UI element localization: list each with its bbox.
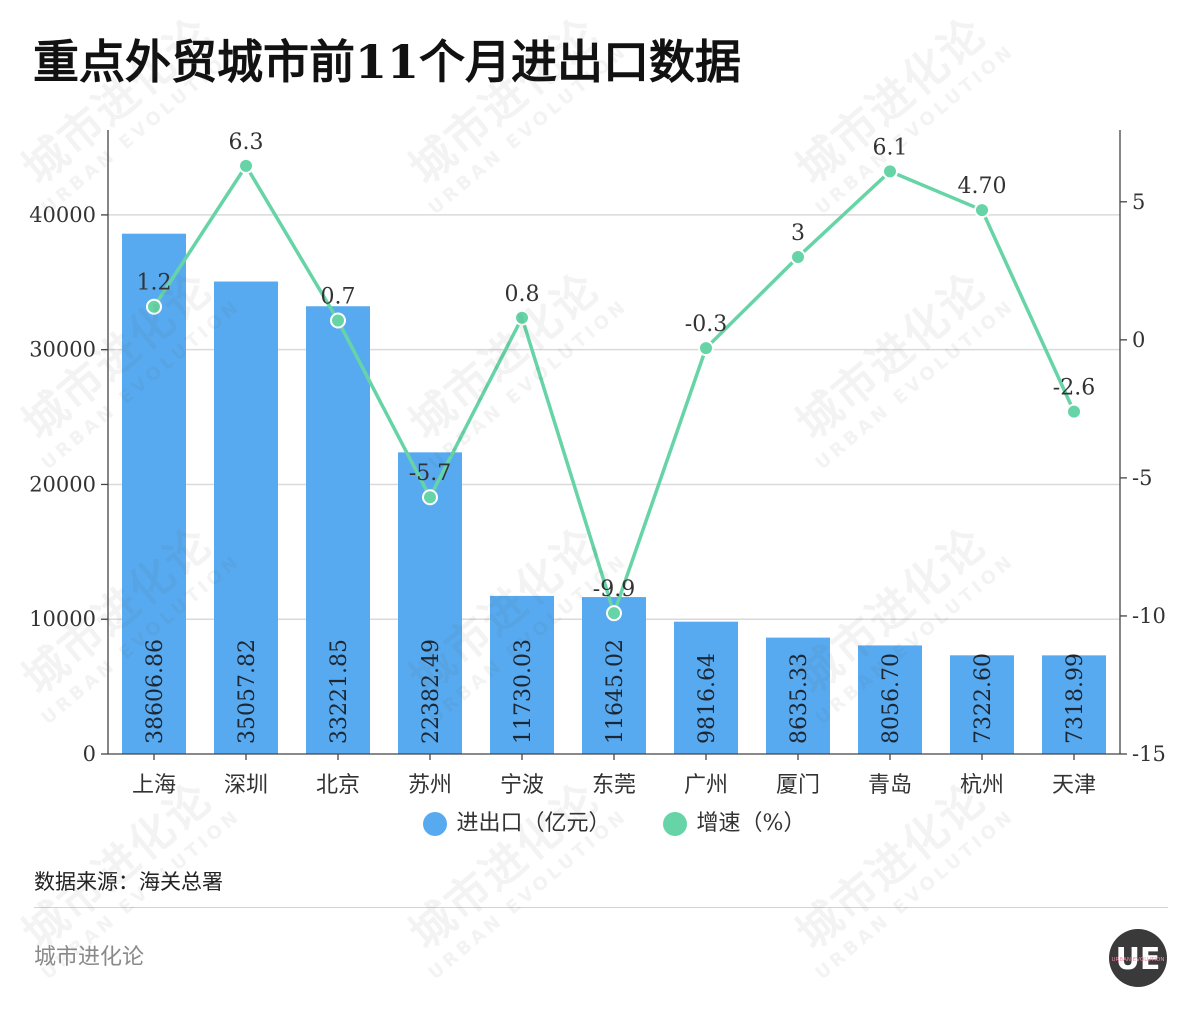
trade-volume-bar bbox=[214, 281, 278, 754]
legend-item-trade-volume: 进出口（亿元） bbox=[422, 810, 611, 838]
left-axis-tick-label: 40000 bbox=[29, 203, 96, 227]
growth-label: 4.70 bbox=[958, 174, 1007, 199]
left-axis-tick-label: 20000 bbox=[29, 472, 96, 496]
combo-chart: 38606.86 35057.82 33221.85 22382.49 11730.03… bbox=[29, 130, 1166, 798]
footer-divider bbox=[34, 907, 1168, 908]
growth-point bbox=[974, 202, 990, 219]
growth-line bbox=[152, 164, 1076, 615]
legend: 进出口（亿元） 增速（%） bbox=[108, 810, 1120, 838]
trade-volume-bar bbox=[122, 233, 186, 754]
trade-volume-bar bbox=[582, 597, 646, 754]
chart-title: 重点外贸城市前11个月进出口数据 bbox=[33, 35, 742, 89]
trade-volume-bar bbox=[674, 621, 738, 754]
growth-point bbox=[698, 340, 714, 357]
legend-label-growth-rate: 增速（%） bbox=[696, 811, 806, 836]
logo-subtext: URBAN EVOLUTION bbox=[1112, 957, 1165, 963]
legend-marker-trade-volume bbox=[422, 812, 447, 836]
growth-label: 3 bbox=[791, 221, 805, 246]
left-axis-tick-label: 30000 bbox=[29, 338, 96, 362]
category-label: 上海 bbox=[132, 773, 176, 798]
legend-label-trade-volume: 进出口（亿元） bbox=[456, 811, 611, 836]
right-axis-tick-label: -15 bbox=[1132, 742, 1166, 766]
trade-volume-label: 8635.33 bbox=[787, 653, 812, 744]
growth-point bbox=[1066, 403, 1082, 420]
brand-name: 城市进化论 bbox=[34, 945, 145, 970]
growth-label: -5.7 bbox=[409, 461, 451, 486]
growth-point bbox=[882, 163, 898, 180]
trade-volume-label: 38606.86 bbox=[143, 639, 168, 744]
brand-logo: UE URBAN EVOLUTION bbox=[1109, 929, 1167, 987]
category-label: 青岛 bbox=[868, 773, 912, 798]
trade-volume-label: 8056.70 bbox=[879, 653, 904, 744]
trade-volume-bar bbox=[858, 645, 922, 754]
category-label: 北京 bbox=[316, 773, 360, 798]
trade-volume-bar bbox=[1042, 655, 1106, 754]
growth-point bbox=[790, 249, 806, 266]
legend-item-growth-rate: 增速（%） bbox=[662, 810, 806, 838]
legend-marker-growth-rate bbox=[662, 812, 687, 836]
growth-point bbox=[422, 489, 438, 506]
trade-volume-bar bbox=[490, 595, 554, 754]
trade-volume-label: 11730.03 bbox=[511, 639, 536, 744]
growth-point bbox=[330, 312, 346, 329]
growth-label: 0.7 bbox=[321, 285, 356, 310]
category-label: 苏州 bbox=[408, 773, 452, 798]
growth-point bbox=[606, 605, 622, 622]
growth-point bbox=[146, 298, 162, 315]
trade-volume-bar bbox=[766, 637, 830, 754]
trade-volume-label: 9816.64 bbox=[695, 653, 720, 744]
trade-volume-bar bbox=[306, 306, 370, 754]
category-label: 宁波 bbox=[500, 773, 544, 798]
logo-badge bbox=[1109, 929, 1167, 987]
right-axis-tick-label: -5 bbox=[1132, 466, 1152, 490]
growth-label: 6.3 bbox=[229, 130, 264, 155]
right-axis-tick-label: 5 bbox=[1132, 190, 1145, 214]
right-axis-tick-label: -10 bbox=[1132, 604, 1166, 628]
trade-volume-label: 33221.85 bbox=[327, 639, 352, 744]
left-axis-tick-label: 10000 bbox=[29, 607, 96, 631]
left-axis-tick-label: 0 bbox=[83, 742, 96, 766]
growth-label: -0.3 bbox=[685, 312, 727, 337]
category-label: 杭州 bbox=[960, 773, 1004, 798]
trade-volume-label: 7322.60 bbox=[971, 653, 996, 744]
logo-text: UE bbox=[1116, 942, 1161, 977]
growth-point bbox=[238, 157, 254, 174]
category-label: 东莞 bbox=[592, 773, 636, 798]
category-label: 广州 bbox=[684, 773, 728, 798]
trade-volume-bar bbox=[950, 655, 1014, 754]
category-label: 天津 bbox=[1052, 773, 1096, 798]
trade-volume-label: 11645.02 bbox=[603, 639, 628, 744]
growth-label: 6.1 bbox=[873, 135, 908, 160]
category-label: 厦门 bbox=[776, 773, 820, 798]
category-label: 深圳 bbox=[224, 773, 268, 798]
growth-label: -9.9 bbox=[593, 577, 635, 602]
growth-label: 0.8 bbox=[505, 282, 540, 307]
trade-volume-label: 22382.49 bbox=[419, 639, 444, 744]
growth-label: 1.2 bbox=[137, 271, 172, 296]
growth-point bbox=[514, 309, 530, 326]
trade-volume-label: 7318.99 bbox=[1063, 653, 1088, 744]
trade-volume-label: 35057.82 bbox=[235, 639, 260, 744]
right-axis-tick-label: 0 bbox=[1132, 328, 1145, 352]
data-source-note: 数据来源：海关总署 bbox=[34, 870, 223, 894]
growth-label: -2.6 bbox=[1053, 376, 1095, 401]
